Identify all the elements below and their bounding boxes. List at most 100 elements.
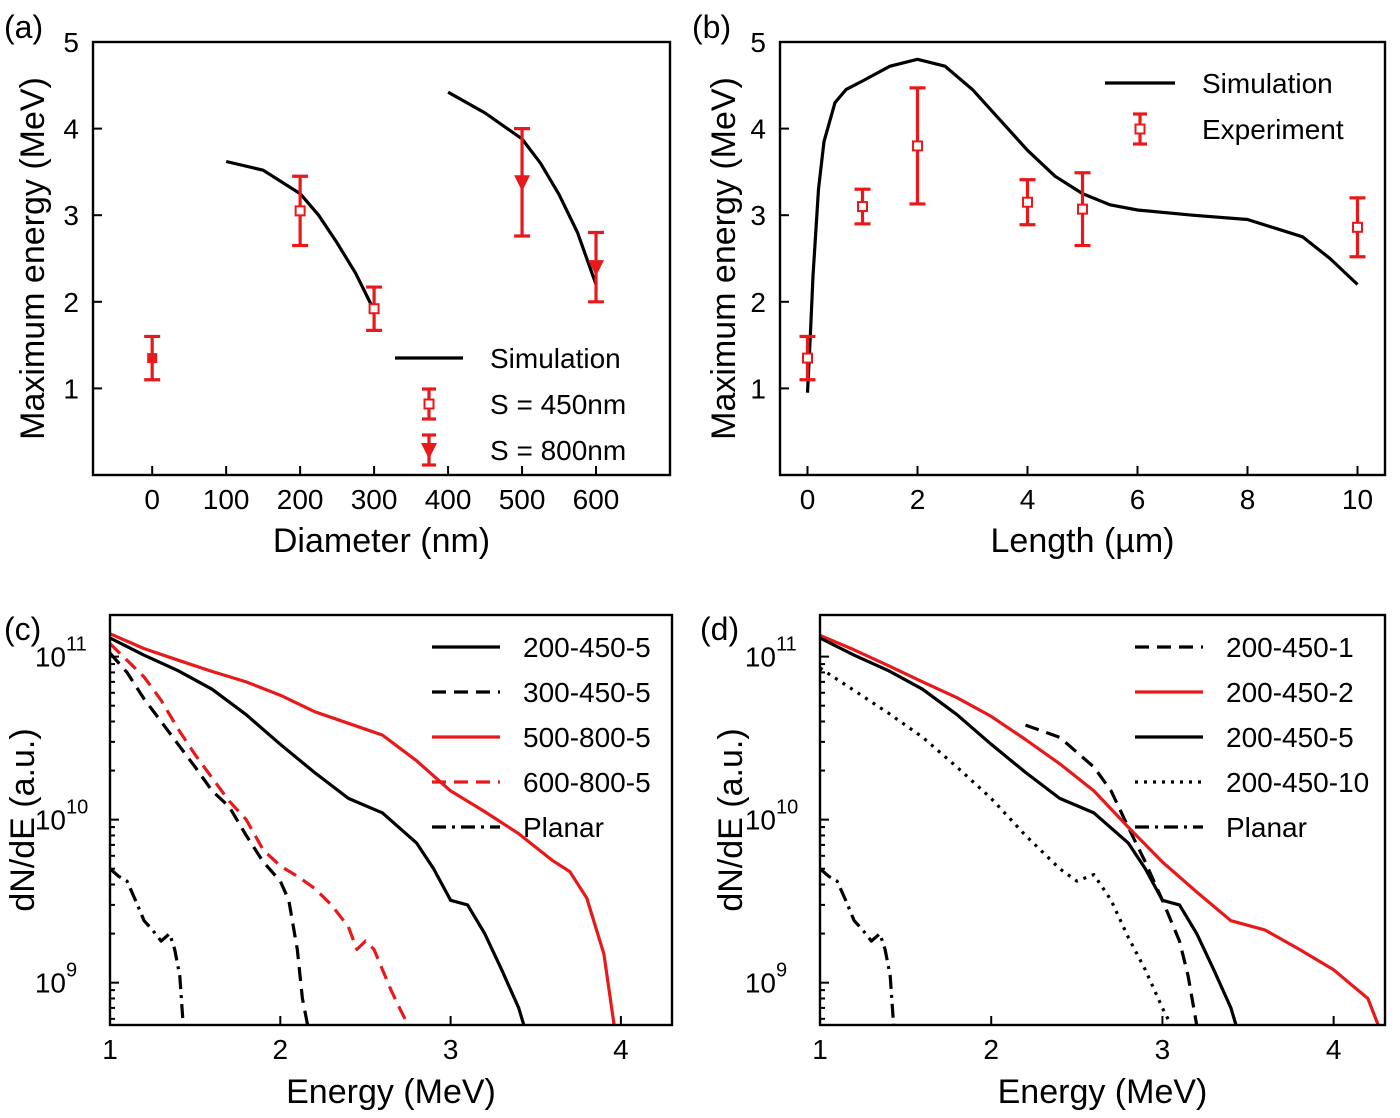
marker-down-triangle [588, 260, 605, 277]
series-line [820, 633, 1380, 1025]
legend-label: S = 450nm [490, 389, 626, 420]
y-tick-base: 10 [35, 642, 66, 673]
marker-open-square [368, 303, 380, 315]
x-tick-label: 300 [351, 484, 398, 515]
marker-open-square [1352, 221, 1363, 233]
plot-area [110, 632, 616, 1025]
marker-open-square [1134, 123, 1146, 135]
legend-label: 200-450-5 [1226, 722, 1354, 753]
legend-entry: 200-450-2 [1135, 677, 1354, 708]
y-tick-label: 10 9 [35, 960, 77, 999]
y-tick-label: 3 [63, 200, 79, 231]
x-tick-label: 4 [1326, 1034, 1342, 1065]
x-tick-label: 3 [1155, 1034, 1171, 1065]
y-tick-label: 4 [63, 114, 79, 145]
legend-entry: 200-450-10 [1135, 767, 1369, 798]
legend: 200-450-5 300-450-5 500-800-5 600-800-5 Plan… [432, 632, 651, 843]
legend-entry: S = 450nm [422, 387, 626, 421]
marker-open-square [912, 140, 923, 152]
legend-label: 300-450-5 [523, 677, 651, 708]
data-point [1019, 178, 1036, 227]
y-tick-label: 1 [63, 373, 79, 404]
legend-label: Planar [1226, 812, 1307, 843]
marker-down-triangle [514, 175, 531, 192]
legend-entry: S = 800nm [421, 433, 626, 467]
x-tick-label: 100 [203, 484, 250, 515]
y-tick-exponent: 10 [776, 797, 798, 819]
x-tick-label: 2 [273, 1034, 289, 1065]
x-tick-label: 600 [573, 484, 620, 515]
series-line [110, 867, 185, 1025]
x-tick-label: 4 [1020, 484, 1036, 515]
legend-entry: 300-450-5 [432, 677, 651, 708]
plot-area [225, 90, 598, 312]
panel-tag: (a) [4, 9, 43, 45]
x-tick-label: 2 [983, 1034, 999, 1065]
data-point [909, 86, 926, 206]
series-line [820, 636, 1238, 1025]
x-tick-label: 500 [499, 484, 546, 515]
data-point [799, 334, 816, 382]
y-tick-label: 4 [750, 114, 766, 145]
plot-area [805, 57, 1359, 393]
series-line [110, 652, 310, 1025]
y-axis-label: dN/dE (a.u.) [712, 728, 750, 911]
x-axis-label: Length (µm) [991, 522, 1175, 560]
x-tick-label: 200 [277, 484, 324, 515]
x-tick-label: 8 [1240, 484, 1256, 515]
legend-entry: 600-800-5 [432, 767, 651, 798]
legend: 200-450-1 200-450-2 200-450-5 200-450-10 Pla… [1135, 632, 1369, 843]
y-tick-label: 10 10 [35, 797, 88, 836]
panel-tag: (c) [4, 611, 41, 647]
y-tick-label: 10 10 [745, 797, 798, 836]
x-axis-label: Energy (MeV) [998, 1073, 1208, 1111]
legend-label: 200-450-10 [1226, 767, 1369, 798]
y-tick-label: 3 [750, 200, 766, 231]
y-tick-label: 2 [750, 287, 766, 318]
x-tick-label: 0 [144, 484, 160, 515]
legend-label: 600-800-5 [523, 767, 651, 798]
legend-label: Experiment [1202, 114, 1344, 145]
marker-open-square [294, 205, 306, 217]
marker-open-square [1077, 203, 1088, 215]
series-line [1024, 723, 1199, 1025]
y-tick-exponent: 11 [66, 634, 87, 656]
y-tick-exponent: 9 [776, 960, 787, 982]
marker-down-triangle [421, 443, 437, 459]
y-tick-base: 10 [35, 805, 66, 836]
y-axis-label: Maximum energy (MeV) [14, 77, 52, 440]
legend-label: 200-450-2 [1226, 677, 1354, 708]
plot-frame [818, 613, 1387, 1027]
y-tick-base: 10 [745, 968, 776, 999]
data-point [366, 285, 383, 332]
panel-tag: (b) [692, 9, 731, 45]
marker-open-square [802, 352, 813, 364]
marker-open-square [423, 398, 435, 410]
legend-entry: 200-450-5 [432, 632, 651, 663]
data-point [144, 334, 161, 382]
y-tick-label: 10 11 [35, 634, 87, 673]
y-tick-label: 10 9 [745, 960, 787, 999]
legend-label: Simulation [1202, 68, 1333, 99]
chart-panel-0: (a) 0 100 200 300 400 500 600 1 2 3 4 5 Diameter (nm)… [4, 9, 672, 560]
x-tick-label: 10 [1342, 484, 1373, 515]
x-tick-label: 400 [425, 484, 472, 515]
series-line [225, 159, 376, 312]
legend-entry: 200-450-1 [1135, 632, 1354, 663]
x-tick-label: 1 [812, 1034, 828, 1065]
legend-label: S = 800nm [490, 435, 626, 466]
data-point [1349, 196, 1366, 259]
series-line [110, 632, 616, 1025]
legend-label: Planar [523, 812, 604, 843]
series-line [447, 90, 598, 286]
y-tick-exponent: 11 [776, 634, 797, 656]
data-point [1074, 171, 1091, 248]
data-point [292, 174, 309, 248]
x-tick-label: 0 [800, 484, 816, 515]
legend-entry: Simulation [1105, 68, 1333, 99]
legend-entry: 500-800-5 [432, 722, 651, 753]
y-tick-exponent: 9 [66, 960, 77, 982]
x-tick-label: 2 [910, 484, 926, 515]
